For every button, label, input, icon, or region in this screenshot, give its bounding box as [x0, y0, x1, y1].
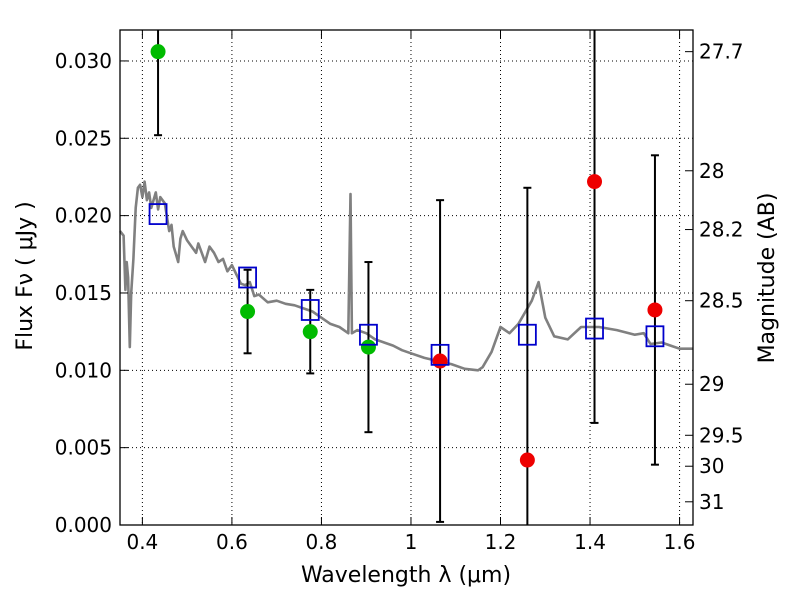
model-photometry-point: [517, 323, 537, 346]
model-photometry-point: [645, 325, 665, 348]
x-tick-label: 1.4: [574, 530, 606, 554]
right-tick-label: 27.7: [699, 40, 744, 64]
detection-point: [302, 324, 318, 340]
right-axis-label: Magnitude (AB): [755, 193, 780, 364]
x-tick-label: 1.6: [664, 530, 696, 554]
detection-point: [360, 339, 376, 355]
error-bars: [154, 30, 659, 525]
model-spectrum: [118, 180, 693, 372]
model-photometry-point: [430, 343, 450, 366]
right-tick-label: 28: [699, 159, 724, 183]
right-tick-label: 28.2: [699, 218, 744, 242]
spectrum-line: [118, 180, 693, 372]
right-tick-label: 31: [699, 490, 724, 514]
y-axis-label: Flux Fν ( μJy ): [13, 201, 38, 350]
x-tick-label: 0.6: [216, 530, 248, 554]
detection-points: [150, 44, 376, 355]
x-tick-label: 1: [405, 530, 418, 554]
y-tick-label: 0.015: [55, 281, 112, 305]
model-photometry-points: [148, 203, 665, 366]
model-photometry-point: [238, 266, 257, 289]
y-tick-label: 0.005: [55, 436, 112, 460]
model-photometry-point: [148, 203, 168, 225]
right-tick-label: 28.5: [699, 289, 744, 313]
low-significance-point: [587, 174, 603, 190]
y-tick-label: 0.025: [55, 126, 112, 150]
x-tick-label: 0.4: [126, 530, 158, 554]
grid-lines: [120, 30, 693, 526]
right-tick-label: 29.5: [699, 423, 744, 447]
right-tick-label: 30: [699, 454, 724, 478]
x-tick-label: 1.2: [485, 530, 517, 554]
detection-point: [150, 44, 166, 60]
model-photometry-point: [359, 323, 378, 346]
low-significance-point: [647, 302, 663, 318]
y-tick-label: 0.020: [55, 204, 112, 228]
right-axis-ticks: 27.7 28 28.2 28.5 29 29.5 30 31: [685, 40, 744, 514]
plot-frame: [119, 29, 694, 526]
model-photometry-point: [585, 317, 604, 340]
x-axis-ticks: 0.4 0.6 0.8 1 1.2 1.4 1.6: [126, 30, 695, 554]
detection-point: [240, 304, 256, 320]
model-photometry-point: [300, 299, 320, 321]
low-significance-point: [519, 452, 535, 468]
y-axis-ticks: 0.000 0.005 0.010 0.015 0.020 0.025 0.030: [55, 49, 128, 537]
y-tick-label: 0.030: [55, 49, 112, 73]
y-tick-label: 0.010: [55, 358, 112, 382]
right-tick-label: 29: [699, 372, 724, 396]
y-tick-label: 0.000: [55, 513, 112, 537]
low-significance-point: [432, 353, 448, 369]
x-axis-label: Wavelength λ (μm): [301, 563, 511, 588]
x-tick-label: 0.8: [306, 530, 338, 554]
